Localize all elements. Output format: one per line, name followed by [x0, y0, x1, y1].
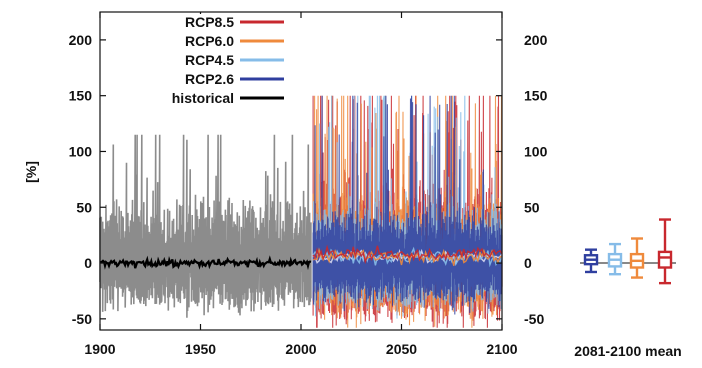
y-tick-label-right: -50: [524, 311, 544, 327]
series-historical-mean: [99, 255, 312, 271]
y-tick-label-left: 50: [76, 199, 92, 215]
box-rcp45: [607, 242, 623, 276]
y-tick-label-left: 100: [69, 143, 93, 159]
x-tick-label: 1950: [185, 341, 216, 357]
x-tick-label: 2000: [285, 341, 316, 357]
x-tick-label: 1900: [84, 341, 115, 357]
box-rcp85: [657, 218, 673, 285]
legend-label: RCP8.5: [185, 14, 234, 30]
box-rcp60: [629, 237, 645, 279]
x-tick-label: 2100: [486, 341, 517, 357]
y-tick-label-right: 150: [524, 88, 548, 104]
series-rcp26-spread: [312, 95, 503, 315]
y-tick-label-right: 0: [524, 255, 532, 271]
ticks-layer: 1900 1950 2000 2050 2100 -50 0 50 100 150 200 -50 0 5…: [69, 12, 548, 357]
y-tick-label-right: 50: [524, 199, 540, 215]
series-rcp85-mean: [312, 244, 503, 265]
legend-label: historical: [172, 90, 234, 106]
legend-label: RCP2.6: [185, 71, 234, 87]
y-tick-label-left: 0: [84, 255, 92, 271]
y-tick-label-right: 100: [524, 143, 548, 159]
box-panel-label: 2081-2100 mean: [574, 343, 681, 359]
y-tick-label-right: 200: [524, 32, 548, 48]
y-tick-label-left: -50: [72, 311, 92, 327]
box-body: [657, 250, 673, 269]
y-tick-label-left: 200: [69, 32, 93, 48]
y-axis-label: [%]: [23, 161, 39, 183]
series-layer: [99, 95, 503, 328]
box-rcp26: [583, 248, 599, 274]
x-tick-label: 2050: [386, 341, 417, 357]
y-tick-label-left: 150: [69, 88, 93, 104]
series-historical-spread: [99, 134, 312, 318]
legend: RCP8.5 RCP6.0 RCP4.5 RCP2.6 historical: [138, 14, 294, 106]
legend-label: RCP4.5: [185, 52, 234, 68]
legend-label: RCP6.0: [185, 33, 234, 49]
box-panel: [580, 218, 676, 285]
